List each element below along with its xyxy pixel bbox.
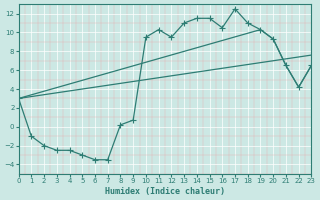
X-axis label: Humidex (Indice chaleur): Humidex (Indice chaleur) bbox=[105, 187, 225, 196]
